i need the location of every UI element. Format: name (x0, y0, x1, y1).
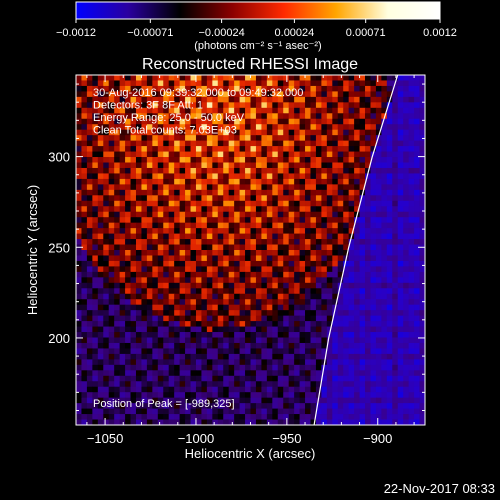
colorbar-tick-label: 0.0012 (423, 27, 457, 39)
y-tick-label: 300 (48, 150, 70, 165)
colorbar-unit-label: (photons cm⁻² s⁻¹ asec⁻²) (194, 40, 321, 52)
colorbar-tick-label: −0.0012 (56, 27, 96, 39)
x-tick-label: −1000 (178, 431, 215, 446)
observation-annotations: 30-Aug-2016 09:39:32.000 to 09:49:32.000… (93, 87, 303, 137)
annotation-line: 30-Aug-2016 09:39:32.000 to 09:49:32.000 (93, 87, 303, 99)
colorbar-tick-label: −0.00071 (127, 27, 173, 39)
x-axis: −1050 −1000 −950 −900 (86, 75, 415, 446)
y-tick-label: 200 (48, 331, 70, 346)
colorbar-tick-label: −0.00024 (199, 27, 245, 39)
annotation-line: Clean Total counts: 7.03E+03 (93, 125, 237, 137)
x-tick-label: −900 (363, 431, 392, 446)
colorbar-gradient (76, 2, 440, 19)
y-axis: 200 250 300 (48, 83, 425, 411)
heatmap-image (76, 75, 425, 425)
annotation-line: Energy Range: 25.0 - 50.0 keV (93, 112, 245, 124)
x-axis-label: Heliocentric X (arcsec) (185, 446, 316, 461)
solar-limb-line (313, 74, 399, 426)
colorbar-tick-label: 0.00071 (346, 27, 386, 39)
footer-timestamp: 22-Nov-2017 08:33 (384, 481, 495, 496)
colorbar-ticks: −0.0012 −0.00071 −0.00024 0.00024 0.00071 0.0… (56, 19, 457, 39)
colorbar: −0.0012 −0.00071 −0.00024 0.00024 0.00071 0.0… (56, 1, 457, 52)
y-axis-label: Heliocentric Y (arcsec) (25, 185, 40, 315)
colorbar-frame (75, 1, 441, 20)
peak-position-label: Position of Peak = [-989,325] (93, 398, 235, 410)
chart-title: Reconstructed RHESSI Image (142, 56, 358, 73)
y-tick-label: 250 (48, 240, 70, 255)
x-tick-label: −950 (272, 431, 301, 446)
annotation-line: Detectors: 3F 8F Att: 1 (93, 100, 203, 112)
x-tick-label: −1050 (87, 431, 124, 446)
colorbar-tick-label: 0.00024 (275, 27, 315, 39)
